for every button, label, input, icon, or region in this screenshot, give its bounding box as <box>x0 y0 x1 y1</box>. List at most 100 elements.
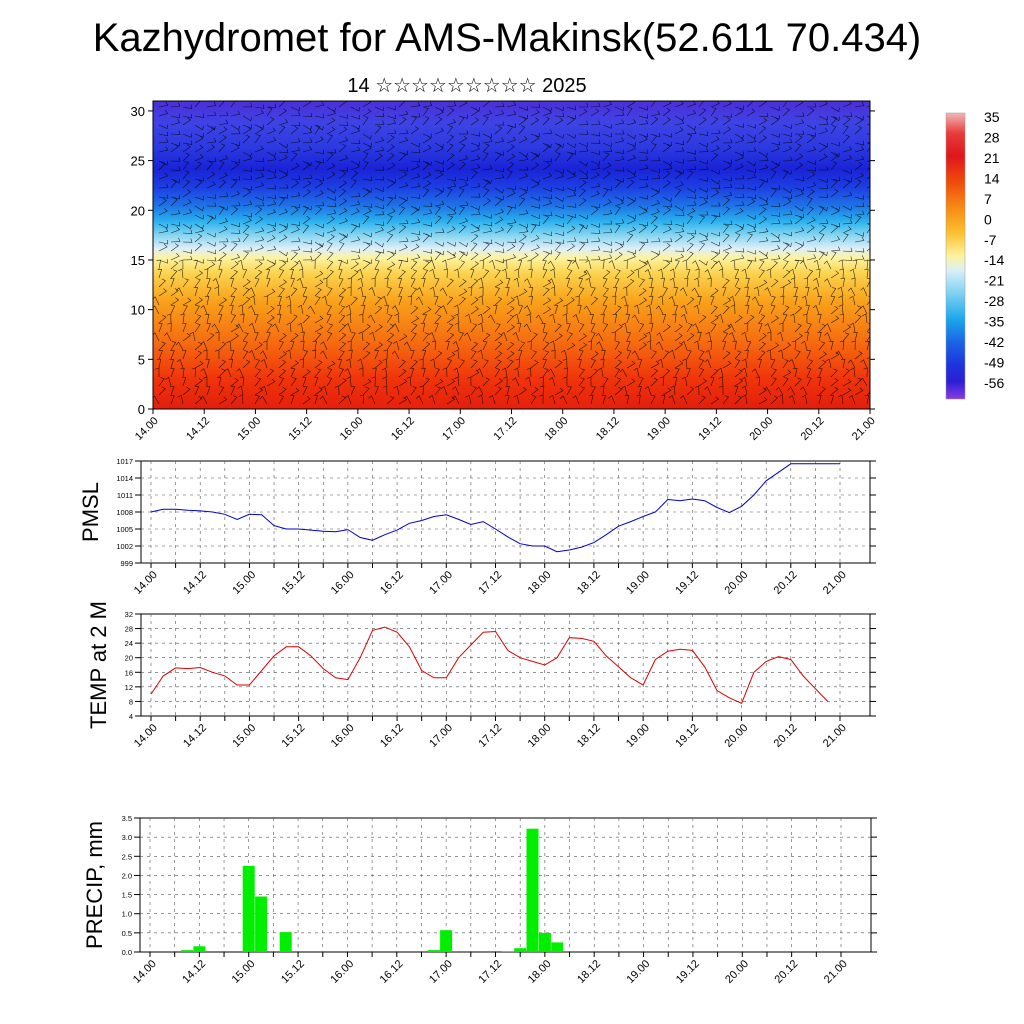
wind-barb <box>482 332 491 342</box>
wind-barb <box>182 255 193 261</box>
wind-barb <box>542 172 552 180</box>
wind-barb <box>662 257 673 263</box>
wind-barb <box>842 155 853 162</box>
wind-barb <box>242 359 251 369</box>
wind-barb <box>338 167 349 172</box>
wind-barb <box>307 305 316 315</box>
wind-barb <box>770 368 777 378</box>
wind-barb <box>278 260 287 270</box>
wind-barb <box>182 305 188 315</box>
y-tick-label: 1005 <box>116 525 133 534</box>
colorbar-strip <box>945 112 966 400</box>
wind-barb <box>572 395 580 405</box>
wind-barb <box>758 350 766 360</box>
wind-barb <box>506 254 517 261</box>
wind-barb <box>812 305 820 315</box>
wind-barb <box>434 109 444 117</box>
wind-barb <box>313 377 319 387</box>
wind-barb <box>539 376 544 387</box>
wind-barb <box>230 141 240 147</box>
x-tick-label: 18.12 <box>575 569 603 597</box>
wind-barb <box>734 184 745 189</box>
wind-barb <box>314 113 325 119</box>
colorbar-label: -21 <box>984 273 1004 289</box>
wind-barb <box>578 287 585 297</box>
warm-core <box>490 334 630 409</box>
wind-barb <box>242 126 252 135</box>
wind-barb <box>338 377 347 387</box>
wind-barb <box>554 297 564 306</box>
wind-barb <box>266 155 277 162</box>
wind-barb <box>422 377 430 387</box>
wind-barb <box>290 314 298 324</box>
wind-barb <box>422 160 432 166</box>
wind-barb <box>554 152 561 162</box>
wind-barb <box>626 198 636 207</box>
wind-barb <box>525 376 532 387</box>
wind-barb <box>458 224 467 234</box>
wind-barb <box>446 359 452 369</box>
wind-barb <box>347 286 352 297</box>
wind-barb <box>863 259 869 270</box>
wind-barb <box>501 367 508 378</box>
wind-barb <box>782 342 792 351</box>
wind-barb <box>566 237 577 243</box>
wind-barb <box>446 226 456 234</box>
wind-barb <box>266 259 276 265</box>
wind-barb <box>554 251 561 261</box>
wind-barb <box>587 340 593 351</box>
wind-barb <box>530 132 540 138</box>
wind-barb <box>302 369 311 378</box>
wind-barb <box>542 109 552 117</box>
wind-barb <box>530 103 541 108</box>
wind-barb <box>718 268 724 279</box>
wind-barb <box>170 209 181 216</box>
wind-barb <box>710 260 718 270</box>
wind-barb <box>158 314 167 324</box>
wind-barb <box>170 260 179 270</box>
wind-barb <box>770 219 781 225</box>
wind-barb <box>650 395 656 405</box>
wind-barb <box>338 180 347 189</box>
wind-barb <box>362 142 372 148</box>
x-tick-label: 19.00 <box>624 958 652 986</box>
wind-barb <box>494 241 504 247</box>
wind-barb <box>230 162 240 171</box>
wind-barb <box>193 287 199 297</box>
wind-barb <box>494 269 501 279</box>
wind-barb <box>734 350 742 360</box>
wind-barb <box>312 340 317 351</box>
y-axis-label: PRECIP, mm <box>82 821 107 949</box>
wind-barb <box>866 278 870 288</box>
wind-barb <box>398 206 406 216</box>
wind-barb <box>758 196 768 202</box>
wind-barb <box>590 323 596 333</box>
wind-barb <box>470 108 480 117</box>
wind-barb <box>278 250 288 257</box>
wind-barb <box>314 223 324 229</box>
wind-barb <box>458 155 469 162</box>
wind-barb <box>578 368 585 378</box>
wind-barb <box>631 314 640 324</box>
wind-barb <box>602 220 613 225</box>
wind-barb <box>710 252 719 261</box>
wind-barb <box>302 224 310 234</box>
wind-barb <box>575 295 580 306</box>
wind-barb <box>182 350 187 360</box>
wind-barb <box>263 295 269 306</box>
wind-barb <box>191 367 197 378</box>
wind-barb <box>374 241 384 248</box>
wind-barb <box>194 233 203 243</box>
wind-barb <box>633 367 640 378</box>
wind-barb <box>326 126 336 135</box>
wind-barb <box>626 360 636 369</box>
wind-barb <box>626 350 632 360</box>
y-tick-label: 30 <box>131 104 145 119</box>
wind-barb <box>359 367 364 377</box>
wind-barb <box>170 179 178 189</box>
wind-barb <box>360 304 366 315</box>
wind-barb <box>854 248 865 253</box>
wind-barb <box>766 268 772 279</box>
wind-barb <box>715 260 724 270</box>
wind-barb <box>431 340 437 351</box>
